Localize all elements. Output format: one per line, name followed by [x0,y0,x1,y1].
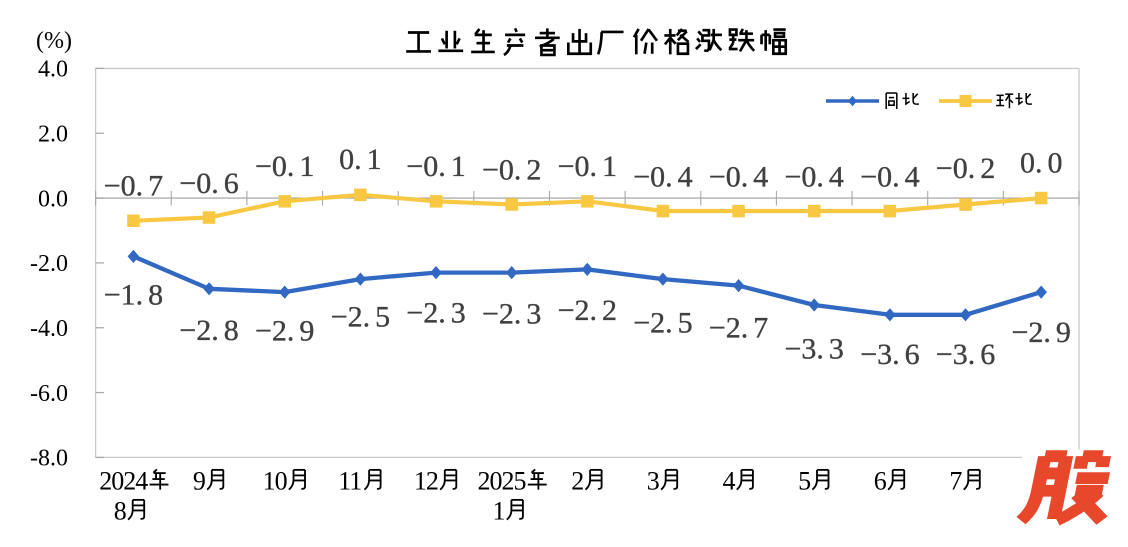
svg-text:4: 4 [723,467,736,496]
svg-text:5: 5 [798,467,810,496]
svg-text:−3.6: −3. 6 [936,338,995,371]
svg-text:−2.5: −2. 5 [331,300,390,333]
svg-text:0.0: 0.0 [38,186,68,212]
svg-text:−0.6: −0. 6 [179,167,238,200]
svg-text:−2.2: −2. 2 [558,294,617,327]
svg-text:7: 7 [949,467,962,496]
svg-text:−0.1: −0. 1 [406,150,465,183]
svg-text:−0.2: −0. 2 [482,154,541,187]
svg-text:−0.1: −0. 1 [255,150,314,183]
svg-text:−2.3: −2. 3 [406,296,465,329]
svg-text:9: 9 [193,467,205,496]
svg-text:10: 10 [263,467,288,496]
svg-text:-8.0: -8.0 [30,446,68,472]
svg-text:6: 6 [874,467,887,496]
svg-text:2.0: 2.0 [38,121,68,147]
svg-text:-2.0: -2.0 [30,251,68,277]
svg-text:-4.0: -4.0 [30,316,68,342]
svg-text:(%): (%) [36,28,72,54]
svg-text:−0.4: −0. 4 [633,161,692,194]
svg-text:−0.7: −0. 7 [104,170,163,203]
svg-text:12: 12 [414,467,438,496]
svg-text:2024: 2024 [99,467,148,496]
svg-text:−2.5: −2. 5 [633,306,692,339]
svg-text:0.1: 0. 1 [339,143,382,176]
svg-text:1: 1 [493,497,505,526]
svg-text:−0.4: −0. 4 [860,161,919,194]
svg-text:-6.0: -6.0 [30,381,68,407]
svg-text:−0.2: −0. 2 [936,152,995,185]
svg-text:8: 8 [114,497,127,526]
svg-text:−3.3: −3. 3 [784,333,843,366]
svg-text:−2.7: −2. 7 [709,312,768,345]
svg-text:−2.8: −2. 8 [179,314,238,347]
svg-text:−1.8: −1. 8 [104,278,163,311]
svg-text:−2.9: −2. 9 [1011,316,1070,349]
svg-text:2: 2 [571,467,583,496]
svg-text:−0.4: −0. 4 [784,161,843,194]
svg-text:−2.9: −2. 9 [255,315,314,348]
svg-text:11: 11 [338,467,361,496]
svg-text:2025: 2025 [478,467,526,496]
svg-text:3: 3 [647,467,659,496]
svg-text:−2.3: −2. 3 [482,298,541,331]
svg-text:−0.4: −0. 4 [709,161,768,194]
svg-text:0.0: 0.0 [1020,146,1063,179]
svg-text:4.0: 4.0 [38,57,68,83]
svg-text:−0.1: −0. 1 [558,150,617,183]
svg-text:−3.6: −3. 6 [860,338,919,371]
